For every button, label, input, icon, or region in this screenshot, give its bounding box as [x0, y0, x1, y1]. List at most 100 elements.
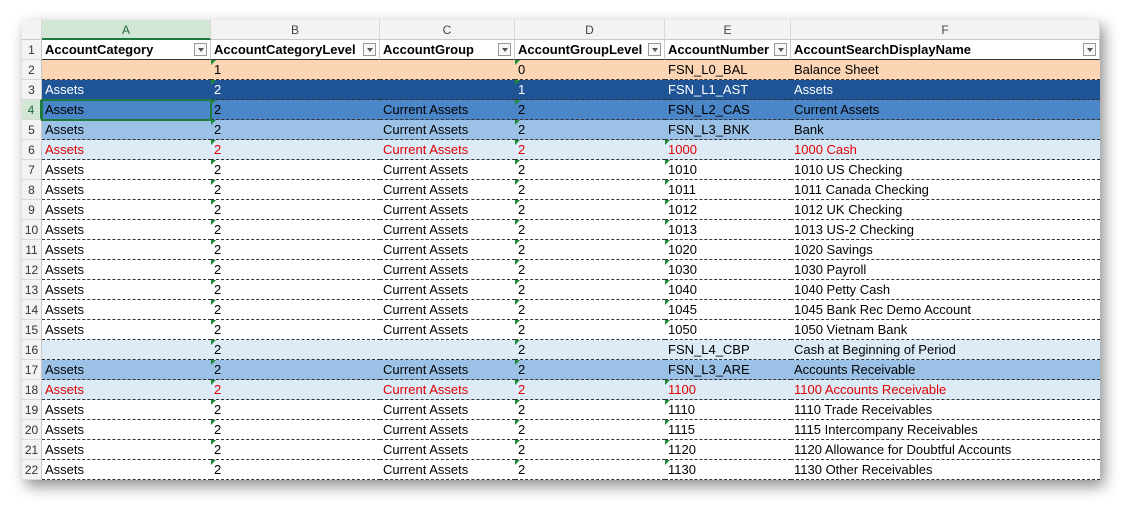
- row-number[interactable]: 13: [22, 280, 42, 300]
- cell: 2: [515, 340, 665, 360]
- error-indicator: [211, 360, 216, 365]
- cell: Current Assets: [380, 300, 515, 320]
- filter-button[interactable]: [194, 43, 207, 56]
- error-indicator: [515, 100, 520, 105]
- row-number[interactable]: 7: [22, 160, 42, 180]
- cell: 2: [515, 280, 665, 300]
- error-indicator: [515, 300, 520, 305]
- error-indicator: [515, 160, 520, 165]
- row-number[interactable]: 16: [22, 340, 42, 360]
- cell: 2: [211, 120, 380, 140]
- cell: 2: [211, 300, 380, 320]
- error-indicator: [665, 440, 670, 445]
- row-number[interactable]: 9: [22, 200, 42, 220]
- row-number[interactable]: 17: [22, 360, 42, 380]
- error-indicator: [515, 340, 520, 345]
- cell: 1000: [665, 140, 791, 160]
- error-indicator: [211, 180, 216, 185]
- filter-button[interactable]: [498, 43, 511, 56]
- row-number[interactable]: 15: [22, 320, 42, 340]
- row-number[interactable]: 10: [22, 220, 42, 240]
- error-indicator: [211, 320, 216, 325]
- cell: Balance Sheet: [791, 60, 1100, 80]
- error-indicator: [515, 120, 520, 125]
- row-number[interactable]: 3: [22, 80, 42, 100]
- data-row: 18 Assets 2 Current Assets 2 1100 1100 Account…: [22, 380, 1100, 400]
- cell: 1010 US Checking: [791, 160, 1100, 180]
- filter-button[interactable]: [774, 43, 787, 56]
- error-indicator: [515, 460, 520, 465]
- cell: 1130: [665, 460, 791, 480]
- filter-button[interactable]: [648, 43, 661, 56]
- cell: 2: [211, 460, 380, 480]
- cell: [42, 340, 211, 360]
- cell: 1020: [665, 240, 791, 260]
- column-letter[interactable]: D: [515, 20, 665, 40]
- row-number[interactable]: 21: [22, 440, 42, 460]
- cell: 1012 UK Checking: [791, 200, 1100, 220]
- error-indicator: [211, 340, 216, 345]
- cell: 1050: [665, 320, 791, 340]
- error-indicator: [211, 220, 216, 225]
- row-number[interactable]: 11: [22, 240, 42, 260]
- data-row: 12 Assets 2 Current Assets 2 1030 1030 Payroll: [22, 260, 1100, 280]
- filter-button[interactable]: [363, 43, 376, 56]
- cell: [42, 60, 211, 80]
- cell: [380, 60, 515, 80]
- row-number[interactable]: 8: [22, 180, 42, 200]
- select-all[interactable]: [22, 20, 42, 40]
- data-row: 11 Assets 2 Current Assets 2 1020 1020 Savings: [22, 240, 1100, 260]
- cell: 2: [515, 180, 665, 200]
- cell: Current Assets: [380, 200, 515, 220]
- cell: 1100 Accounts Receivable: [791, 380, 1100, 400]
- cell: 1130 Other Receivables: [791, 460, 1100, 480]
- cell: Assets: [42, 320, 211, 340]
- cell: 2: [515, 460, 665, 480]
- error-indicator: [211, 300, 216, 305]
- row-number[interactable]: 4: [22, 100, 42, 120]
- data-row: 4 Assets 2 Current Assets 2 FSN_L2_CAS Current…: [22, 100, 1100, 120]
- row-number[interactable]: 6: [22, 140, 42, 160]
- data-row: 17 Assets 2 Current Assets 2 FSN_L3_ARE Accoun…: [22, 360, 1100, 380]
- row-number[interactable]: 14: [22, 300, 42, 320]
- filter-button[interactable]: [1083, 43, 1096, 56]
- error-indicator: [211, 420, 216, 425]
- cell: 2: [515, 420, 665, 440]
- row-number[interactable]: 22: [22, 460, 42, 480]
- data-row: 2 1 0 FSN_L0_BAL Balance Sheet: [22, 60, 1100, 80]
- cell: Assets: [42, 440, 211, 460]
- error-indicator: [665, 400, 670, 405]
- cell: 0: [515, 60, 665, 80]
- row-number[interactable]: 1: [22, 40, 42, 60]
- cell: 1: [515, 80, 665, 100]
- cell: Assets: [42, 200, 211, 220]
- cell: 2: [515, 320, 665, 340]
- column-letter[interactable]: C: [380, 20, 515, 40]
- row-number[interactable]: 12: [22, 260, 42, 280]
- row-number[interactable]: 2: [22, 60, 42, 80]
- cell: [380, 80, 515, 100]
- data-row: 5 Assets 2 Current Assets 2 FSN_L3_BNK Bank: [22, 120, 1100, 140]
- cell: FSN_L2_CAS: [665, 100, 791, 120]
- row-number[interactable]: 20: [22, 420, 42, 440]
- cell: Assets: [42, 140, 211, 160]
- cell: 2: [515, 120, 665, 140]
- column-letter[interactable]: E: [665, 20, 791, 40]
- column-letter[interactable]: F: [791, 20, 1100, 40]
- column-letter[interactable]: B: [211, 20, 380, 40]
- cell: Assets: [42, 280, 211, 300]
- cell: Bank: [791, 120, 1100, 140]
- row-number[interactable]: 18: [22, 380, 42, 400]
- error-indicator: [665, 240, 670, 245]
- row-number[interactable]: 5: [22, 120, 42, 140]
- error-indicator: [211, 120, 216, 125]
- cell: 2: [515, 440, 665, 460]
- column-letter[interactable]: A: [42, 20, 211, 40]
- cell: 2: [211, 320, 380, 340]
- cell: 1: [211, 60, 380, 80]
- cell: 2: [515, 240, 665, 260]
- error-indicator: [665, 300, 670, 305]
- row-number[interactable]: 19: [22, 400, 42, 420]
- cell: 2: [515, 200, 665, 220]
